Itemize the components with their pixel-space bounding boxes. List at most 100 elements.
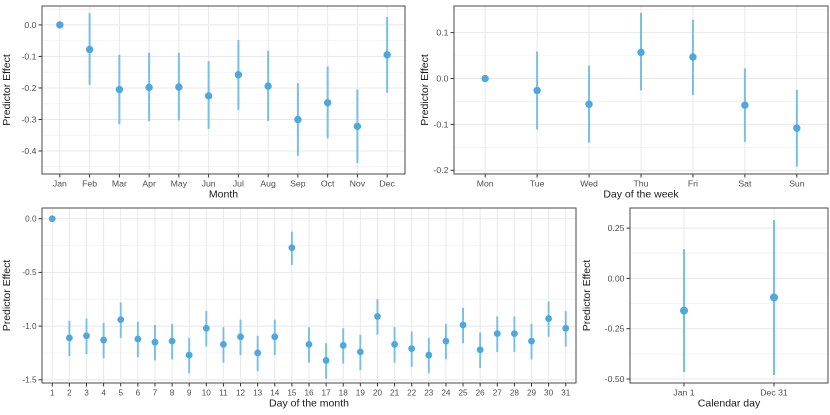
data-point-mar: [115, 85, 124, 94]
weekday-effect-chart: 0.1 0.0 -0.1 -0.2 Mon Tue Wed Thu Fri Sat Sun Day o…: [418, 0, 830, 200]
y-tick-label: -0.5: [22, 268, 37, 277]
data-point-dec-31: [770, 293, 778, 302]
x-tick-label: Mon: [477, 179, 494, 189]
x-tick-label: Jan: [53, 179, 67, 189]
data-point-nov: [353, 122, 362, 131]
data-point-jul: [234, 71, 243, 79]
data-point-sat: [741, 101, 749, 109]
y-axis-title: Predictor Effect: [581, 260, 593, 332]
y-axis-title: Predictor Effect: [419, 54, 431, 126]
data-point-7: [151, 338, 159, 346]
x-tick-label: Fri: [688, 179, 698, 189]
x-tick-label: 1: [50, 389, 55, 398]
data-point-jun: [204, 92, 213, 100]
x-tick-label: Feb: [82, 179, 97, 189]
y-tick-label: -1.5: [22, 375, 37, 384]
data-point-2: [65, 334, 73, 342]
x-tick-label: 10: [202, 389, 212, 398]
x-tick-label: 12: [236, 389, 246, 398]
day-of-month-effect-plot: 0.0-0.5-1.0-1.51 2 3 4 5 6 7 8 9 10 11 12 13 14 15 16 17…: [1, 207, 577, 410]
data-point-20: [374, 313, 381, 320]
data-point-10: [202, 324, 210, 332]
x-tick-label: Tue: [530, 179, 545, 189]
month-effect-plot: 0.0 -0.1 -0.2 -0.3 -0.4 Jan Feb Mar Apr May Jun Jul…: [1, 5, 406, 201]
data-point-sep: [294, 115, 302, 124]
x-tick-label: 19: [356, 389, 366, 398]
data-point-31: [562, 324, 570, 332]
y-tick-label: 0.1: [436, 27, 448, 37]
x-tick-label: Aug: [260, 179, 276, 189]
x-tick-label: Thu: [634, 179, 649, 189]
panel-border: [629, 207, 829, 384]
data-point-dec: [383, 51, 391, 59]
x-tick-label: 2: [67, 389, 72, 398]
x-tick-label: 29: [527, 389, 537, 398]
x-tick-label: 20: [373, 389, 383, 398]
data-point-4: [100, 336, 108, 344]
x-tick-label: Sep: [290, 179, 306, 189]
calendar-day-effect-chart: 0.25 0.00 -0.25 -0.50 Jan 1 Dec 31 Calendar da…: [580, 200, 830, 415]
x-tick-label: 13: [253, 389, 263, 398]
data-point-feb: [85, 45, 94, 54]
data-point-3: [83, 332, 90, 340]
data-point-22: [408, 345, 416, 353]
y-tick-label: 0.25: [608, 223, 625, 233]
data-point-25: [459, 321, 467, 329]
x-tick-label: 6: [136, 389, 141, 398]
data-point-26: [476, 346, 484, 354]
x-axis-title: Calendar day: [698, 398, 761, 410]
x-axis-title: Month: [209, 189, 238, 201]
data-point-8: [168, 337, 176, 345]
x-tick-label: 3: [84, 389, 89, 398]
x-tick-label: Sat: [738, 179, 752, 189]
x-tick-label: 22: [407, 389, 417, 398]
data-point-aug: [264, 82, 272, 90]
data-point-mon: [481, 74, 489, 83]
data-point-oct: [323, 99, 332, 107]
data-point-thu: [637, 48, 645, 57]
data-point-23: [425, 351, 433, 359]
x-tick-label: Dec: [379, 179, 395, 189]
data-point-17: [322, 357, 330, 364]
y-tick-label: -0.50: [605, 374, 625, 384]
x-tick-label: 26: [476, 389, 486, 398]
data-point-14: [271, 333, 279, 341]
x-tick-label: Wed: [580, 179, 598, 189]
data-point-28: [510, 330, 518, 338]
data-point-wed: [585, 100, 593, 108]
x-tick-label: 28: [510, 389, 520, 398]
x-tick-label: Dec 31: [760, 388, 788, 398]
data-point-12: [237, 333, 244, 341]
x-tick-label: 16: [304, 389, 314, 398]
data-point-13: [254, 349, 262, 357]
x-tick-label: 7: [153, 389, 158, 398]
y-tick-label: -0.2: [22, 83, 37, 93]
x-tick-label: 25: [458, 389, 468, 398]
x-tick-label: 31: [561, 389, 571, 398]
x-tick-label: Oct: [321, 179, 335, 189]
weekday-effect-plot: 0.1 0.0 -0.1 -0.2 Mon Tue Wed Thu Fri Sat Sun Day o…: [419, 5, 829, 201]
x-tick-label: 18: [339, 389, 349, 398]
data-point-jan: [56, 21, 64, 29]
panel-border: [41, 207, 577, 384]
panel-background: [42, 6, 405, 174]
x-axis-title: Day of the week: [603, 189, 679, 201]
y-tick-label: 0.0: [25, 214, 37, 223]
data-point-fri: [689, 53, 697, 61]
data-point-19: [356, 348, 364, 356]
x-tick-label: 9: [187, 389, 192, 398]
x-tick-label: 23: [424, 389, 434, 398]
y-tick-label: -0.3: [22, 114, 37, 124]
panel-border: [453, 5, 829, 175]
x-tick-label: Jan 1: [673, 388, 694, 398]
data-point-6: [134, 335, 142, 343]
x-tick-label: 14: [270, 389, 280, 398]
x-tick-label: 5: [118, 389, 123, 398]
data-point-tue: [533, 86, 541, 95]
y-tick-label: -0.1: [22, 51, 37, 61]
data-point-9: [185, 351, 193, 359]
x-tick-label: 11: [219, 389, 228, 398]
x-tick-label: 17: [322, 389, 332, 398]
data-point-apr: [145, 83, 153, 92]
